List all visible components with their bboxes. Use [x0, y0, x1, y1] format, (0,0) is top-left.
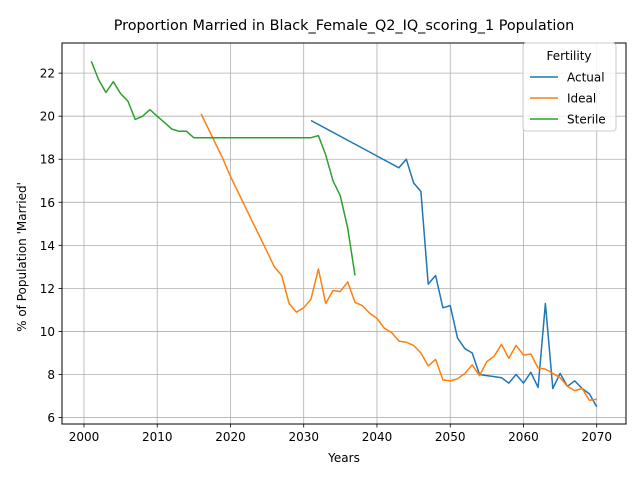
- y-tick-label: 14: [40, 239, 55, 253]
- x-tick-label: 2030: [288, 430, 319, 444]
- y-tick-label: 8: [47, 368, 55, 382]
- y-tick-label: 6: [47, 411, 55, 425]
- y-axis-label: % of Population 'Married': [15, 182, 29, 332]
- legend-box: [522, 42, 617, 132]
- plot-area: [90, 61, 598, 408]
- legend-label-sterile: Sterile: [567, 113, 606, 127]
- y-axis-ticks: 6 8 10 12 14 16 18 20 22: [40, 67, 62, 425]
- chart-title: Proportion Married in Black_Female_Q2_IQ…: [114, 18, 575, 34]
- y-tick-label: 10: [40, 325, 55, 339]
- y-tick-label: 16: [40, 196, 55, 210]
- y-tick-label: 12: [40, 282, 55, 296]
- x-tick-label: 2000: [69, 430, 100, 444]
- legend-label-ideal: Ideal: [567, 92, 596, 106]
- series-line-actual: [310, 119, 598, 408]
- legend: Fertility Actual Ideal Sterile: [522, 42, 617, 132]
- x-tick-label: 2050: [435, 430, 466, 444]
- grid-lines: [62, 43, 626, 424]
- legend-label-actual: Actual: [567, 71, 605, 85]
- y-tick-label: 22: [40, 67, 55, 81]
- y-tick-label: 18: [40, 153, 55, 167]
- series-line-sterile: [90, 61, 356, 276]
- x-tick-label: 2040: [362, 430, 393, 444]
- plot-frame: [61, 42, 627, 425]
- x-tick-label: 2010: [142, 430, 173, 444]
- y-tick-label: 20: [40, 110, 55, 124]
- legend-title: Fertility: [546, 49, 591, 63]
- x-tick-label: 2060: [508, 430, 539, 444]
- series-line-ideal: [200, 113, 597, 402]
- x-axis-ticks: 2000 2010 2020 2030 2040 2050 2060 2070: [69, 424, 612, 444]
- x-tick-label: 2020: [215, 430, 246, 444]
- x-axis-label: Years: [327, 451, 360, 465]
- x-tick-label: 2070: [581, 430, 612, 444]
